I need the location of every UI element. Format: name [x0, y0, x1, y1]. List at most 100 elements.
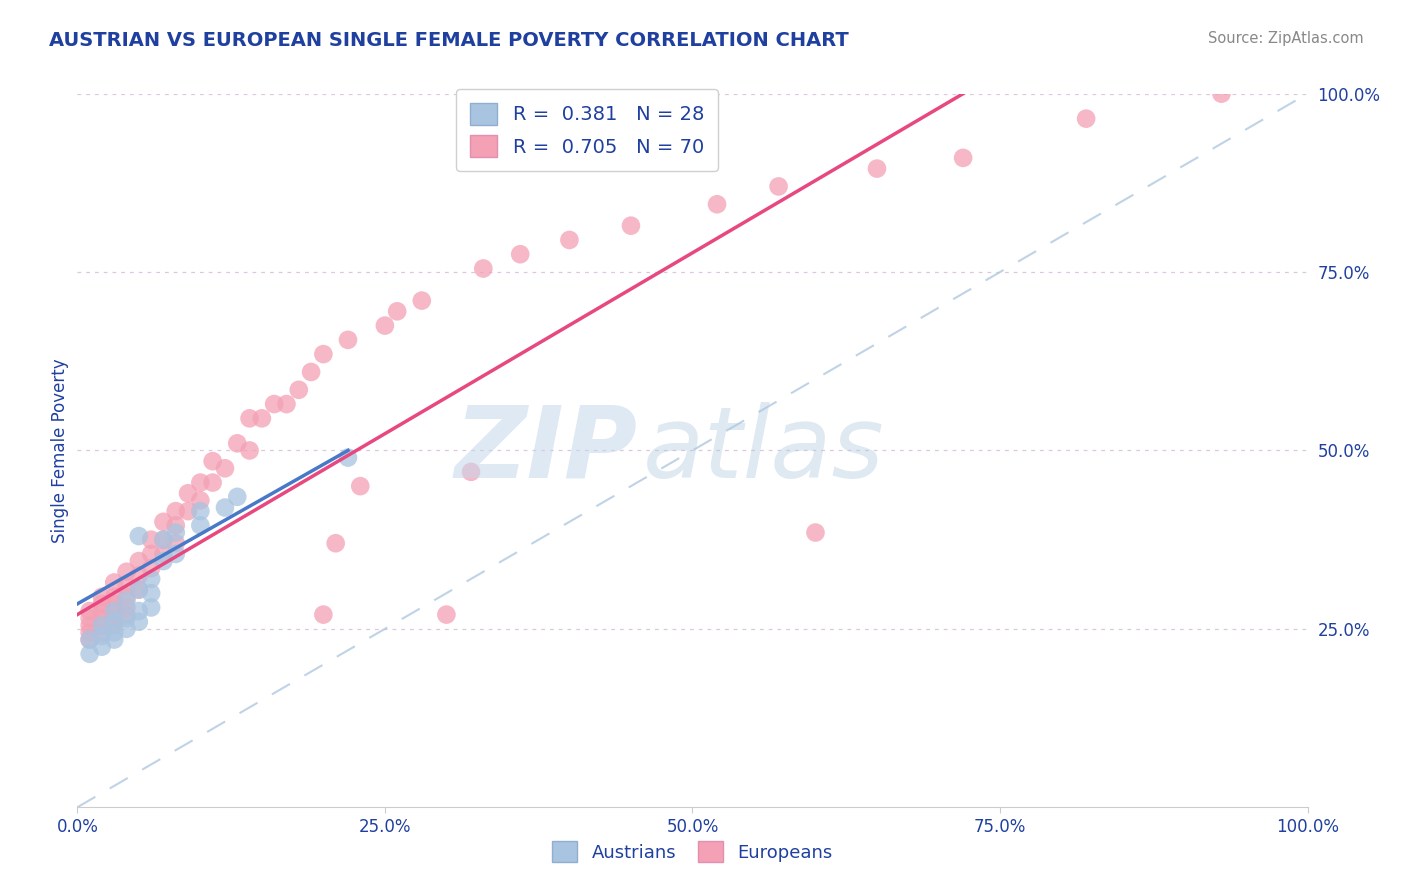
- Point: [190, 493, 212, 508]
- Point: [128, 568, 150, 582]
- Point: [165, 518, 187, 533]
- Point: [103, 590, 125, 604]
- Point: [128, 529, 150, 543]
- Point: [141, 533, 163, 547]
- Point: [288, 383, 311, 397]
- Point: [706, 197, 728, 211]
- Point: [226, 436, 249, 450]
- Point: [152, 547, 174, 561]
- Point: [103, 597, 125, 611]
- Point: [115, 590, 138, 604]
- Point: [165, 536, 187, 550]
- Text: ZIP: ZIP: [454, 402, 637, 499]
- Point: [79, 632, 101, 647]
- Point: [90, 611, 114, 625]
- Point: [79, 625, 101, 640]
- Point: [128, 615, 150, 629]
- Point: [128, 554, 150, 568]
- Point: [239, 443, 262, 458]
- Point: [226, 490, 249, 504]
- Point: [190, 504, 212, 518]
- Point: [103, 604, 125, 618]
- Point: [250, 411, 273, 425]
- Legend: Austrians, Europeans: Austrians, Europeans: [541, 830, 844, 873]
- Point: [325, 536, 347, 550]
- Point: [190, 475, 212, 490]
- Point: [804, 525, 827, 540]
- Point: [103, 625, 125, 640]
- Point: [103, 632, 125, 647]
- Point: [460, 465, 482, 479]
- Point: [141, 586, 163, 600]
- Point: [177, 486, 200, 500]
- Point: [152, 515, 174, 529]
- Point: [472, 261, 495, 276]
- Point: [115, 565, 138, 579]
- Point: [90, 618, 114, 632]
- Point: [214, 461, 236, 475]
- Point: [177, 504, 200, 518]
- Point: [239, 411, 262, 425]
- Point: [90, 618, 114, 632]
- Point: [952, 151, 974, 165]
- Point: [866, 161, 889, 176]
- Point: [141, 572, 163, 586]
- Point: [190, 518, 212, 533]
- Point: [103, 615, 125, 629]
- Point: [312, 607, 335, 622]
- Point: [152, 554, 174, 568]
- Point: [115, 600, 138, 615]
- Point: [558, 233, 581, 247]
- Y-axis label: Single Female Poverty: Single Female Poverty: [51, 359, 69, 542]
- Point: [90, 640, 114, 654]
- Point: [115, 622, 138, 636]
- Point: [1211, 87, 1233, 101]
- Point: [103, 618, 125, 632]
- Point: [141, 600, 163, 615]
- Point: [152, 533, 174, 547]
- Point: [128, 582, 150, 597]
- Point: [349, 479, 371, 493]
- Point: [103, 575, 125, 590]
- Point: [768, 179, 790, 194]
- Point: [337, 450, 360, 465]
- Point: [90, 625, 114, 640]
- Point: [103, 611, 125, 625]
- Point: [620, 219, 643, 233]
- Point: [79, 611, 101, 625]
- Point: [115, 611, 138, 625]
- Point: [152, 533, 174, 547]
- Point: [79, 604, 101, 618]
- Point: [201, 454, 224, 468]
- Point: [276, 397, 298, 411]
- Point: [79, 632, 101, 647]
- Point: [103, 604, 125, 618]
- Point: [115, 593, 138, 607]
- Text: atlas: atlas: [644, 402, 884, 499]
- Point: [165, 525, 187, 540]
- Point: [128, 582, 150, 597]
- Point: [79, 618, 101, 632]
- Point: [436, 607, 458, 622]
- Point: [128, 604, 150, 618]
- Point: [374, 318, 396, 333]
- Point: [115, 607, 138, 622]
- Point: [90, 604, 114, 618]
- Point: [411, 293, 433, 308]
- Point: [214, 500, 236, 515]
- Point: [90, 629, 114, 643]
- Point: [90, 597, 114, 611]
- Point: [141, 547, 163, 561]
- Point: [115, 579, 138, 593]
- Point: [337, 333, 360, 347]
- Point: [90, 590, 114, 604]
- Text: AUSTRIAN VS EUROPEAN SINGLE FEMALE POVERTY CORRELATION CHART: AUSTRIAN VS EUROPEAN SINGLE FEMALE POVER…: [49, 31, 849, 50]
- Point: [165, 547, 187, 561]
- Point: [165, 504, 187, 518]
- Point: [263, 397, 285, 411]
- Point: [141, 561, 163, 575]
- Point: [201, 475, 224, 490]
- Text: Source: ZipAtlas.com: Source: ZipAtlas.com: [1208, 31, 1364, 46]
- Point: [1076, 112, 1098, 126]
- Point: [312, 347, 335, 361]
